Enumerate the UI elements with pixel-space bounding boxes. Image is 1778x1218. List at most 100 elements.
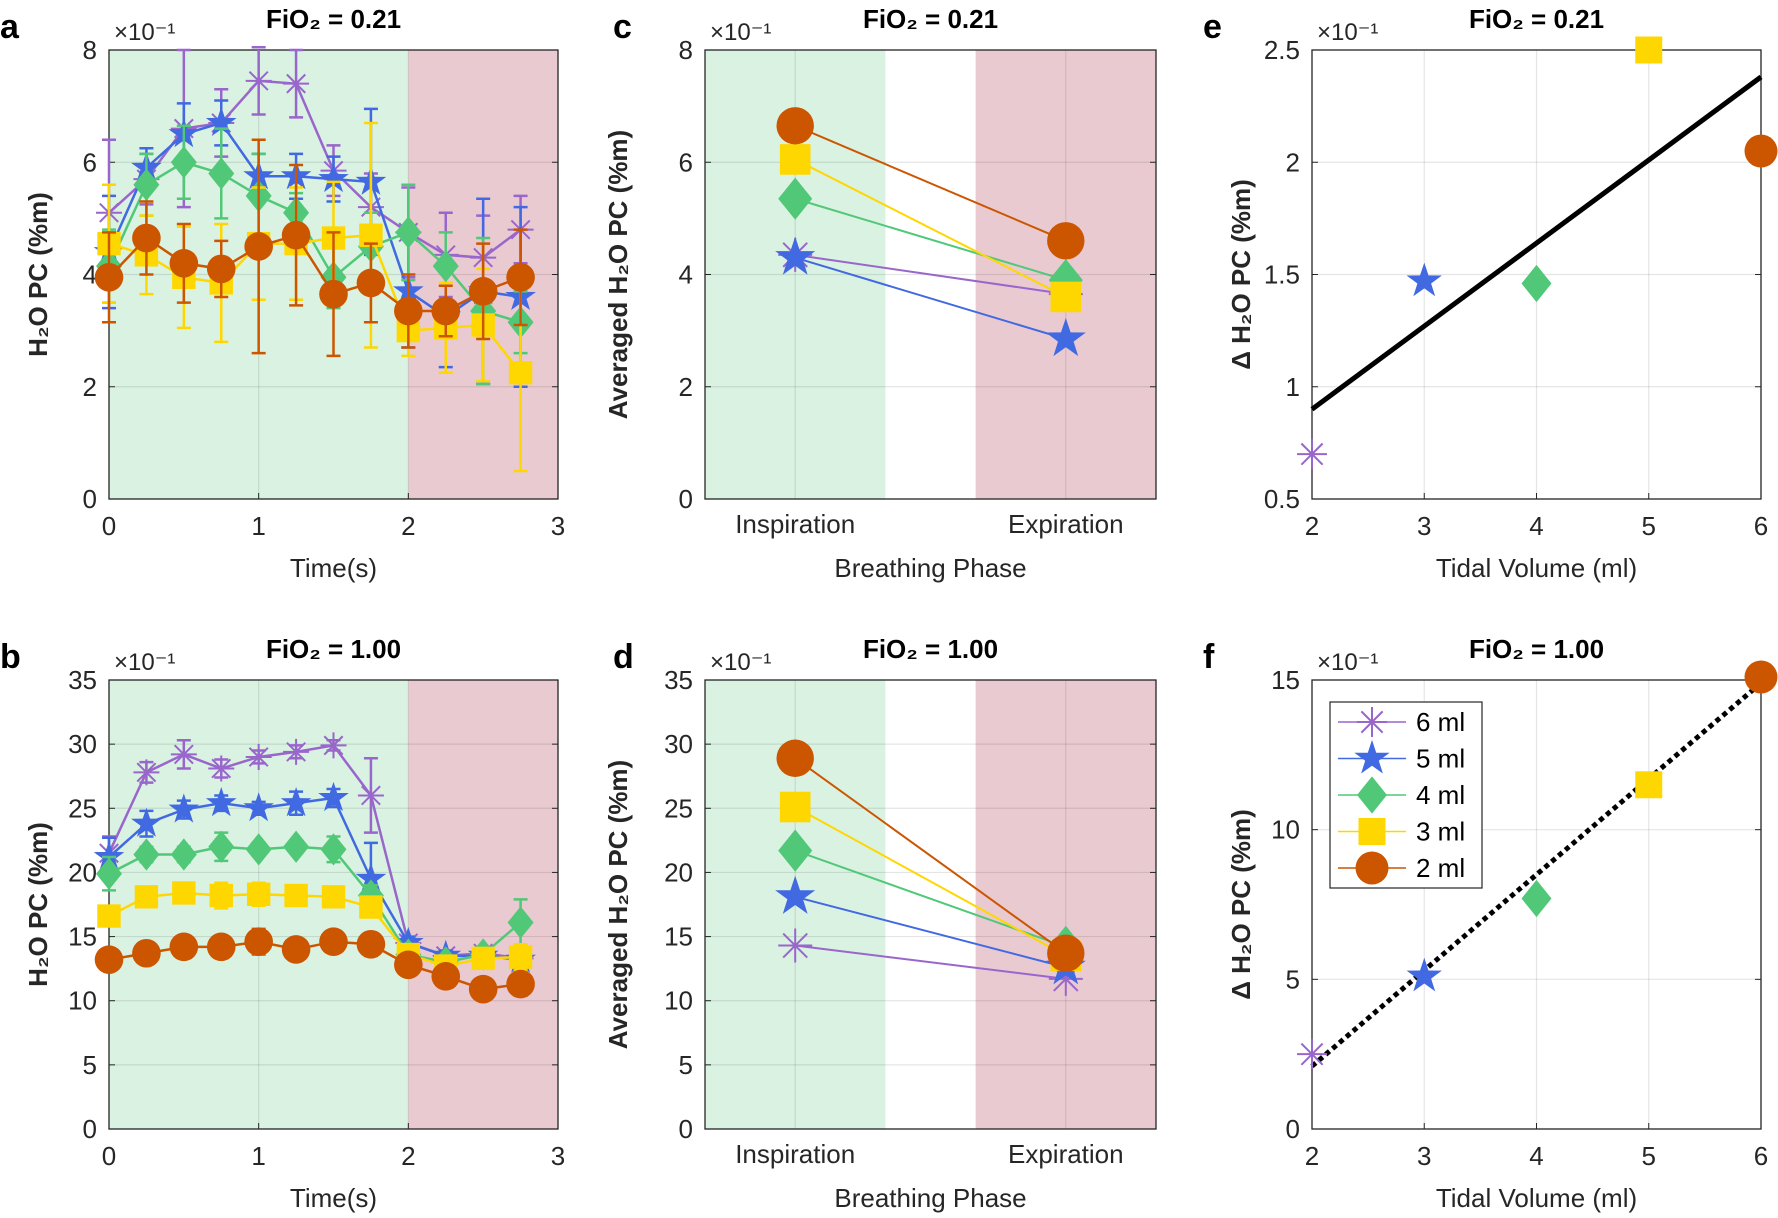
data-point <box>506 263 535 292</box>
y-tick-label: 0.5 <box>1264 484 1300 514</box>
x-axis-label: Breathing Phase <box>834 1183 1026 1213</box>
legend-marker <box>1357 707 1387 737</box>
fit-line <box>1310 74 1763 412</box>
y-tick-label: 0 <box>83 1114 97 1144</box>
data-point <box>209 883 233 908</box>
data-point <box>355 862 387 892</box>
y-tick-label: 30 <box>664 729 693 759</box>
data-point <box>1048 961 1083 996</box>
data-point <box>508 945 533 969</box>
data-point <box>132 223 161 253</box>
axis-exponent: ×10⁻¹ <box>114 19 175 46</box>
legend-label: 6 ml <box>1416 707 1465 737</box>
data-point <box>1744 134 1778 168</box>
data-point <box>1297 1039 1327 1070</box>
data-point <box>431 962 461 991</box>
x-tick-label: 3 <box>1417 511 1431 541</box>
x-tick-label: 5 <box>1642 1141 1656 1171</box>
data-point <box>170 741 197 768</box>
data-point <box>206 932 236 962</box>
data-point <box>394 950 423 980</box>
x-tick-label: Expiration <box>1008 509 1124 539</box>
data-point <box>168 793 200 823</box>
series-5-ml <box>775 236 1086 357</box>
data-point <box>778 177 813 220</box>
data-point <box>169 932 199 962</box>
data-point <box>395 216 422 249</box>
data-point <box>320 833 347 866</box>
data-point <box>1050 281 1082 313</box>
panel-title: FiO₂ = 0.21 <box>266 4 401 34</box>
series-3-ml <box>779 144 1082 313</box>
data-point <box>318 163 349 193</box>
data-point <box>96 857 122 890</box>
data-point <box>1406 262 1442 297</box>
y-tick-label: 2 <box>1286 147 1300 177</box>
data-point <box>776 739 814 777</box>
data-point <box>779 791 811 823</box>
series-line <box>794 158 1067 298</box>
data-point <box>359 895 383 919</box>
y-tick-label: 25 <box>664 793 693 823</box>
x-tick-label: 4 <box>1529 511 1543 541</box>
data-point <box>507 906 534 939</box>
data-point <box>776 107 814 145</box>
data-point <box>245 67 272 94</box>
axis-exponent: ×10⁻¹ <box>1317 649 1378 676</box>
y-tick-label: 0 <box>83 484 97 514</box>
legend-label: 4 ml <box>1416 780 1465 810</box>
data-point <box>318 781 349 812</box>
series-line <box>795 944 1066 980</box>
data-point <box>1047 934 1085 972</box>
series-line <box>794 757 1067 955</box>
y-tick-label: 0 <box>679 484 693 514</box>
data-point <box>432 249 459 283</box>
x-tick-label: 6 <box>1754 1141 1768 1171</box>
series-2-ml <box>776 107 1085 260</box>
data-point <box>134 885 159 909</box>
x-tick-label: 5 <box>1642 511 1656 541</box>
axis-exponent: ×10⁻¹ <box>710 19 771 46</box>
data-point <box>281 935 311 964</box>
y-tick-label: 5 <box>679 1050 693 1080</box>
data-point <box>280 787 312 817</box>
data-point <box>172 881 196 905</box>
panel-title: FiO₂ = 0.21 <box>1469 4 1604 34</box>
data-point <box>356 929 386 959</box>
data-point <box>284 883 308 908</box>
panel-title: FiO₂ = 1.00 <box>863 634 998 664</box>
legend-marker <box>1355 851 1389 885</box>
data-point <box>356 268 386 298</box>
y-tick-label: 6 <box>679 147 693 177</box>
data-point <box>357 782 384 809</box>
series-line <box>794 806 1067 957</box>
data-point <box>208 755 235 782</box>
data-point <box>244 232 273 261</box>
data-point <box>94 263 124 292</box>
data-point <box>1045 318 1086 357</box>
panel-b: 0 5 10 15 20 25 30 35 0 1 2 3 Time(s) H₂O PC (%m) FiO₂… <box>0 634 565 1213</box>
series-2-ml <box>94 138 535 358</box>
y-tick-label: 5 <box>83 1050 97 1080</box>
x-axis-label: Tidal Volume (ml) <box>1436 553 1637 583</box>
panel-c: 0 2 4 6 8 Inspiration Expiration Breathing Phas… <box>603 4 1157 583</box>
x-axis-label: Tidal Volume (ml) <box>1436 1183 1637 1213</box>
data-point <box>245 833 272 866</box>
legend-label: 5 ml <box>1416 744 1465 774</box>
y-tick-label: 2 <box>83 372 97 402</box>
y-tick-label: 35 <box>68 665 97 695</box>
data-point <box>778 928 813 963</box>
y-tick-label: 20 <box>664 857 693 887</box>
data-point <box>169 248 199 278</box>
y-tick-label: 4 <box>83 260 97 290</box>
x-tick-label: 2 <box>401 1141 415 1171</box>
data-point <box>131 807 162 837</box>
data-point <box>394 296 423 326</box>
data-point <box>1744 660 1778 694</box>
series-line <box>794 256 1067 341</box>
x-tick-label: 4 <box>1529 1141 1543 1171</box>
panel-title: FiO₂ = 1.00 <box>266 634 401 664</box>
y-axis-label: H₂O PC (%m) <box>23 192 53 357</box>
data-point <box>170 146 197 179</box>
data-point <box>246 882 271 906</box>
